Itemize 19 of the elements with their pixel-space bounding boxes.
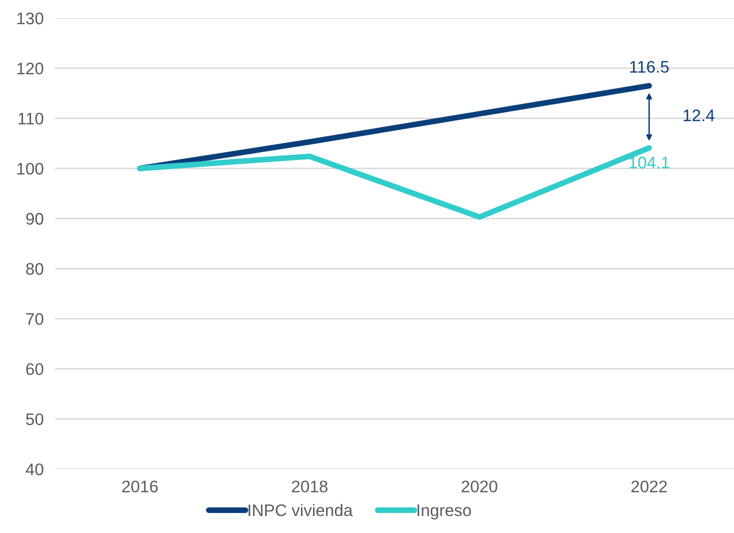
annotation: 12.4	[684, 109, 714, 122]
x-tick-label: 2018	[292, 480, 328, 492]
y-tick-label: 60	[26, 363, 44, 376]
y-tick-label: 70	[26, 313, 44, 325]
y-tick-label: 110	[18, 112, 44, 125]
x-tick-label: 2016	[122, 480, 158, 492]
y-tick-label: 90	[26, 212, 44, 225]
data-label: 104.1	[630, 156, 670, 168]
y-tick-label: 80	[26, 263, 44, 275]
x-tick-label: 2022	[631, 480, 667, 492]
y-tick-label: 50	[26, 413, 44, 426]
y-tick-label: 40	[26, 463, 44, 476]
x-tick-label: 2020	[462, 480, 498, 492]
y-tick-label: 100	[17, 162, 44, 175]
legend-label: Ingreso	[418, 504, 471, 520]
data-label: 116.5	[630, 60, 669, 73]
legend-label: INPC vivienda	[248, 504, 353, 516]
y-tick-label: 130	[17, 12, 44, 24]
y-tick-label: 120	[17, 62, 44, 74]
